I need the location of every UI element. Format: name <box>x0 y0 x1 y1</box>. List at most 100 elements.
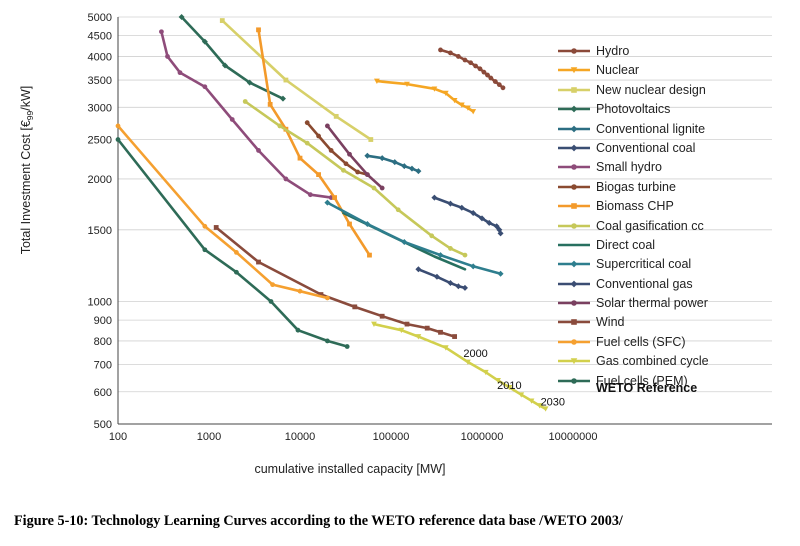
legend-item-fuel-cells-pem: Fuel cells (PEM) <box>556 372 756 391</box>
data-point-biomass-chp-1 <box>267 101 273 107</box>
legend-item-conventional-gas: Conventional gas <box>556 275 756 294</box>
legend-label-biomass-chp: Biomass CHP <box>596 199 674 214</box>
legend-swatch-marker-small-hydro <box>571 164 577 171</box>
legend-swatch-biomass-chp <box>558 203 590 209</box>
legend-swatch-marker-biogas-turbine <box>571 183 577 190</box>
data-point-conventional-coal-5 <box>486 219 493 226</box>
data-point-new-nuclear-design-3 <box>368 137 374 142</box>
data-point-supercritical-coal-5 <box>497 270 504 277</box>
legend-item-small-hydro: Small hydro <box>556 158 756 177</box>
legend-swatch-marker-new-nuclear-design <box>571 86 577 93</box>
data-point-nuclear-1 <box>404 81 410 88</box>
data-point-coal-gasification-cc-5 <box>395 207 401 213</box>
legend: Hydro Nuclear New nuclear design Photovolta… <box>556 42 756 391</box>
series-supercritical-coal <box>324 199 504 277</box>
data-point-gas-combined-cycle-10 <box>536 403 543 409</box>
data-point-biomass-chp-6 <box>347 221 352 227</box>
legend-swatch-marker-biomass-chp <box>571 203 577 209</box>
data-point-coal-gasification-cc-6 <box>429 233 435 239</box>
data-point-supercritical-coal-0 <box>324 199 331 206</box>
legend-swatch-small-hydro <box>558 164 590 171</box>
legend-label-photovoltaics: Photovoltaics <box>596 102 671 117</box>
data-series <box>115 14 549 412</box>
legend-title: WETO Reference <box>596 381 698 395</box>
data-point-photovoltaics-1 <box>201 38 208 45</box>
data-point-small-hydro-3 <box>202 84 208 90</box>
legend-item-photovoltaics: Photovoltaics <box>556 100 756 119</box>
data-point-photovoltaics-4 <box>279 95 286 102</box>
legend-swatch-hydro <box>558 48 590 54</box>
y-tick-label-3000: 3000 <box>88 102 112 114</box>
data-point-coal-gasification-cc-2 <box>304 140 310 146</box>
data-point-conventional-lignite-0 <box>364 152 371 159</box>
y-tick-label-600: 600 <box>94 387 112 399</box>
legend-item-coal-gasification-cc: Coal gasification cc <box>556 217 756 236</box>
data-point-photovoltaics-3 <box>246 79 253 86</box>
y-tick-label-2500: 2500 <box>88 135 112 147</box>
legend-label-direct-coal: Direct coal <box>596 237 656 252</box>
data-point-solar-thermal-power-3 <box>379 185 385 191</box>
legend-swatch-nuclear <box>558 67 590 74</box>
series-line-solar-thermal-power <box>326 124 384 190</box>
legend-label-conventional-coal: Conventional coal <box>596 140 696 155</box>
data-point-conventional-lignite-2 <box>391 159 398 166</box>
legend-label-solar-thermal-power: Solar thermal power <box>596 296 708 311</box>
data-point-solar-thermal-power-2 <box>364 172 370 177</box>
data-point-nuclear-0 <box>374 78 380 84</box>
data-point-fuel-cells-sfc-2 <box>233 250 239 255</box>
series-photovoltaics <box>178 14 286 102</box>
data-point-fuel-cells-pem-6 <box>344 344 350 349</box>
data-point-conventional-coal-3 <box>470 209 477 216</box>
legend-swatch-marker-nuclear <box>570 67 578 74</box>
data-point-small-hydro-1 <box>165 54 170 59</box>
data-point-fuel-cells-pem-2 <box>233 269 239 275</box>
data-point-small-hydro-2 <box>177 70 183 76</box>
data-point-hydro-6 <box>477 66 483 72</box>
data-point-conventional-lignite-4 <box>408 165 415 172</box>
legend-label-conventional-gas: Conventional gas <box>596 276 693 291</box>
legend-swatch-marker-wind <box>571 319 577 326</box>
data-point-biogas-turbine-1 <box>316 133 321 139</box>
legend-swatch-photovoltaics <box>558 105 590 113</box>
x-tick-label-100: 100 <box>109 431 127 443</box>
data-point-solar-thermal-power-1 <box>347 151 352 157</box>
data-point-coal-gasification-cc-3 <box>341 167 346 173</box>
legend-swatch-wind <box>558 319 590 326</box>
axes <box>117 17 772 425</box>
data-point-coal-gasification-cc-7 <box>448 246 453 251</box>
data-point-wind-7 <box>438 329 443 335</box>
data-point-hydro-4 <box>468 60 474 66</box>
data-point-hydro-8 <box>485 72 490 78</box>
data-point-nuclear-2 <box>431 86 438 92</box>
series-line-new-nuclear-design <box>221 19 373 141</box>
data-point-conventional-lignite-3 <box>401 163 408 170</box>
data-point-fuel-cells-pem-5 <box>324 338 330 344</box>
data-point-photovoltaics-2 <box>222 62 229 69</box>
legend-item-direct-coal: Direct coal <box>556 236 756 255</box>
data-point-small-hydro-6 <box>283 176 289 182</box>
data-point-conventional-lignite-1 <box>379 155 386 162</box>
y-tick-label-700: 700 <box>94 360 112 372</box>
legend-label-gas-combined-cycle: Gas combined cycle <box>596 354 709 369</box>
data-point-conventional-gas-3 <box>455 283 462 290</box>
data-point-new-nuclear-design-1 <box>283 77 289 83</box>
data-point-biogas-turbine-2 <box>328 148 334 153</box>
data-point-hydro-12 <box>500 85 506 91</box>
legend-swatch-marker-hydro <box>571 48 577 54</box>
data-point-conventional-coal-2 <box>458 204 465 211</box>
legend-item-wind: Wind <box>556 313 756 332</box>
legend-swatch-fuel-cells-pem <box>558 377 590 384</box>
data-point-wind-1 <box>256 259 261 265</box>
annotation-2000: 2000 <box>463 348 487 360</box>
series-wind <box>213 225 458 339</box>
legend-swatch-supercritical-coal <box>558 260 590 268</box>
y-tick-label-3500: 3500 <box>88 75 112 87</box>
legend-label-biogas-turbine: Biogas turbine <box>596 179 676 194</box>
legend-swatch-marker-solar-thermal-power <box>571 300 577 306</box>
data-point-new-nuclear-design-2 <box>333 113 339 119</box>
data-point-hydro-0 <box>438 47 443 53</box>
series-gas-combined-cycle <box>371 321 549 412</box>
series-conventional-coal <box>431 194 504 237</box>
y-tick-label-5000: 5000 <box>88 12 112 24</box>
